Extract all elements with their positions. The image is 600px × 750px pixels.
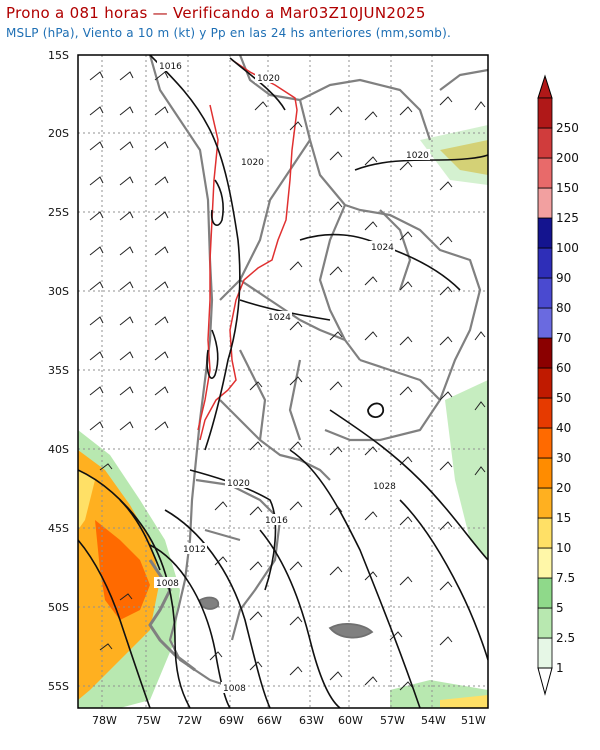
lon-axis: 78W 75W 72W 69W 66W 63W 60W 57W 54W 51W	[92, 714, 486, 727]
isobar-label: 1016	[265, 516, 288, 526]
wind-barbs	[89, 71, 486, 691]
colorbar-level-label: 200	[556, 151, 579, 165]
precip-area-southeast-med	[440, 695, 488, 708]
colorbar-swatch	[537, 427, 553, 459]
isobar-label: 1020	[227, 479, 250, 489]
colorbar-level-label: 2.5	[556, 631, 575, 645]
colorbar-level-label: 15	[556, 511, 571, 525]
colorbar-level-label: 50	[556, 391, 571, 405]
isobar-label: 1020	[406, 151, 429, 161]
lon-tick-label: 78W	[92, 714, 117, 727]
precip-area-east	[445, 380, 488, 560]
isobar-label: 1024	[268, 313, 291, 323]
isobar-label: 1008	[223, 684, 246, 694]
colorbar-level-label: 150	[556, 181, 579, 195]
colorbar-swatch	[537, 547, 553, 579]
colorbar-level-label: 20	[556, 481, 571, 495]
colorbar-swatch	[537, 397, 553, 429]
isobar-label: 1008	[156, 579, 179, 589]
colorbar-level-label: 5	[556, 601, 564, 615]
colorbar-swatch	[537, 577, 553, 609]
isobar-label: 1028	[373, 482, 396, 492]
lon-tick-label: 69W	[219, 714, 244, 727]
lat-tick-label: 15S	[48, 49, 69, 62]
lat-tick-label: 45S	[48, 522, 69, 535]
colorbar-swatch	[537, 517, 553, 549]
colorbar-swatch	[537, 607, 553, 639]
lon-tick-label: 54W	[421, 714, 446, 727]
red-contours	[197, 59, 298, 441]
colorbar-level-label: 40	[556, 421, 571, 435]
lat-tick-label: 40S	[48, 443, 69, 456]
colorbar-level-label: 10	[556, 541, 571, 555]
precip-area-southwest-light	[78, 470, 95, 530]
lon-tick-label: 60W	[338, 714, 363, 727]
colorbar-swatch	[537, 367, 553, 399]
colorbar-level-label: 30	[556, 451, 571, 465]
isobar-label: 1020	[257, 74, 280, 84]
colorbar-swatch	[537, 307, 553, 339]
lon-tick-label: 57W	[380, 714, 405, 727]
lat-tick-label: 35S	[48, 364, 69, 377]
lat-tick-label: 20S	[48, 127, 69, 140]
colorbar-level-label: 7.5	[556, 571, 575, 585]
colorbar-swatch	[537, 217, 553, 249]
lon-tick-label: 75W	[136, 714, 161, 727]
lon-tick-label: 63W	[299, 714, 324, 727]
colorbar-level-label: 90	[556, 271, 571, 285]
colorbar-swatch	[537, 157, 553, 189]
colorbar-swatch	[537, 337, 553, 369]
lat-tick-label: 25S	[48, 206, 69, 219]
colorbar-bottom-arrow	[537, 667, 553, 696]
lat-lon-grid	[78, 55, 488, 708]
map-border	[77, 54, 489, 709]
precip-colorbar: 1 2.5 5 7.5 10 15 20 30 40 50 60 70 80 90 100 125 150 200…	[537, 74, 579, 696]
colorbar-swatch	[537, 487, 553, 519]
lat-tick-label: 55S	[48, 680, 69, 693]
colorbar-level-label: 60	[556, 361, 571, 375]
map-subtitle: MSLP (hPa), Viento a 10 m (kt) y Pp en l…	[6, 26, 452, 40]
lon-tick-label: 72W	[177, 714, 202, 727]
colorbar-swatch	[537, 247, 553, 279]
isobar-label: 1016	[159, 62, 182, 72]
colorbar-swatch	[537, 187, 553, 219]
colorbar-swatch	[537, 97, 553, 129]
colorbar-top-arrow	[537, 74, 553, 99]
isobar-label: 1020	[241, 158, 264, 168]
colorbar-level-label: 70	[556, 331, 571, 345]
isobar-label: 1012	[183, 545, 206, 555]
colorbar-level-label: 250	[556, 121, 579, 135]
colorbar-level-label: 125	[556, 211, 579, 225]
colorbar-level-label: 1	[556, 661, 564, 675]
precip-area-northeast-light	[420, 125, 488, 185]
colorbar-level-label: 100	[556, 241, 579, 255]
colorbar-level-label: 80	[556, 301, 571, 315]
lon-tick-label: 66W	[257, 714, 282, 727]
lat-tick-label: 30S	[48, 285, 69, 298]
precip-area-southwest-heavy	[95, 520, 150, 620]
lat-axis: 15S 20S 25S 30S 35S 40S 45S 50S 55S	[48, 49, 69, 693]
map-title: Prono a 081 horas — Verificando a Mar03Z…	[6, 4, 426, 22]
colorbar-swatch	[537, 127, 553, 159]
colorbar-swatch	[537, 277, 553, 309]
isobars	[78, 55, 488, 708]
lat-tick-label: 50S	[48, 601, 69, 614]
lon-tick-label: 51W	[461, 714, 486, 727]
colorbar-swatch	[537, 457, 553, 489]
colorbar-swatch	[537, 637, 553, 669]
isobar-labels: 1016 1020 1020 1020 1024 1024 1020 1016 …	[154, 60, 430, 694]
isobar-label: 1024	[371, 243, 394, 253]
